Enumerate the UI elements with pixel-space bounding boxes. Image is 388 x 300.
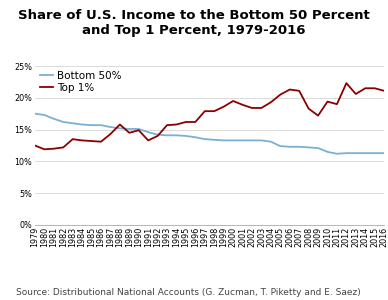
Line: Top 1%: Top 1%	[35, 83, 384, 149]
Bottom 50%	[288, 145, 292, 148]
Top 1%	[99, 140, 103, 143]
Top 1%	[278, 93, 282, 96]
Top 1%	[70, 137, 75, 141]
Bottom 50%	[184, 134, 188, 138]
Top 1%	[268, 100, 273, 104]
Top 1%	[344, 81, 349, 85]
Bottom 50%	[353, 151, 358, 155]
Bottom 50%	[155, 133, 160, 136]
Bottom 50%	[70, 122, 75, 125]
Bottom 50%	[165, 134, 170, 137]
Top 1%	[203, 110, 207, 113]
Bottom 50%	[99, 123, 103, 127]
Top 1%	[80, 139, 85, 142]
Bottom 50%	[203, 137, 207, 141]
Top 1%	[33, 144, 37, 147]
Bottom 50%	[372, 151, 377, 155]
Bottom 50%	[127, 127, 132, 131]
Bottom 50%	[80, 123, 85, 126]
Top 1%	[297, 89, 301, 93]
Text: Share of U.S. Income to the Bottom 50 Percent
and Top 1 Percent, 1979-2016: Share of U.S. Income to the Bottom 50 Pe…	[18, 9, 370, 37]
Bottom 50%	[316, 146, 320, 150]
Bottom 50%	[33, 112, 37, 116]
Top 1%	[137, 128, 141, 132]
Bottom 50%	[108, 125, 113, 129]
Top 1%	[165, 123, 170, 127]
Top 1%	[127, 131, 132, 135]
Bottom 50%	[42, 113, 47, 117]
Bottom 50%	[52, 117, 56, 121]
Bottom 50%	[89, 123, 94, 127]
Line: Bottom 50%: Bottom 50%	[35, 114, 384, 154]
Top 1%	[316, 114, 320, 117]
Top 1%	[382, 89, 386, 93]
Top 1%	[61, 146, 66, 149]
Top 1%	[334, 102, 339, 106]
Top 1%	[52, 147, 56, 151]
Bottom 50%	[306, 146, 311, 149]
Top 1%	[193, 120, 198, 124]
Top 1%	[184, 120, 188, 124]
Bottom 50%	[363, 151, 367, 155]
Bottom 50%	[174, 134, 179, 137]
Bottom 50%	[259, 139, 264, 142]
Bottom 50%	[382, 151, 386, 155]
Bottom 50%	[334, 152, 339, 156]
Bottom 50%	[221, 139, 226, 142]
Top 1%	[155, 134, 160, 138]
Text: Source: Distributional National Accounts (G. Zucman, T. Piketty and E. Saez): Source: Distributional National Accounts…	[16, 288, 360, 297]
Top 1%	[42, 148, 47, 151]
Top 1%	[108, 132, 113, 136]
Bottom 50%	[240, 139, 245, 142]
Bottom 50%	[61, 120, 66, 124]
Bottom 50%	[193, 135, 198, 139]
Bottom 50%	[146, 130, 151, 134]
Bottom 50%	[137, 127, 141, 131]
Top 1%	[325, 100, 330, 103]
Top 1%	[118, 123, 122, 126]
Top 1%	[363, 86, 367, 90]
Top 1%	[146, 139, 151, 142]
Bottom 50%	[268, 140, 273, 143]
Top 1%	[89, 139, 94, 143]
Top 1%	[212, 110, 217, 113]
Bottom 50%	[297, 145, 301, 148]
Bottom 50%	[118, 127, 122, 130]
Legend: Bottom 50%, Top 1%: Bottom 50%, Top 1%	[38, 69, 123, 95]
Top 1%	[221, 105, 226, 109]
Top 1%	[372, 86, 377, 90]
Top 1%	[353, 92, 358, 96]
Bottom 50%	[278, 144, 282, 148]
Top 1%	[259, 106, 264, 110]
Bottom 50%	[231, 139, 236, 142]
Top 1%	[288, 88, 292, 91]
Top 1%	[240, 103, 245, 106]
Bottom 50%	[212, 138, 217, 142]
Bottom 50%	[325, 150, 330, 154]
Top 1%	[249, 106, 254, 110]
Top 1%	[174, 123, 179, 126]
Bottom 50%	[249, 139, 254, 142]
Top 1%	[231, 99, 236, 103]
Top 1%	[306, 107, 311, 110]
Bottom 50%	[344, 151, 349, 155]
